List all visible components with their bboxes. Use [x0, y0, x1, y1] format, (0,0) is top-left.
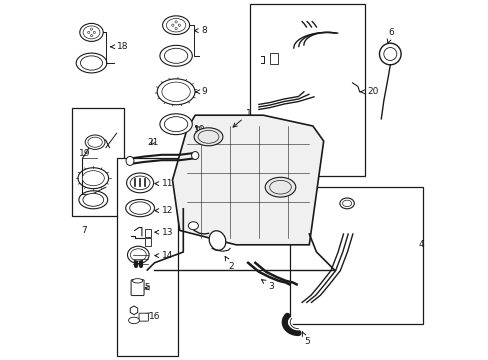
Ellipse shape	[339, 198, 354, 209]
Text: 18: 18	[110, 42, 128, 51]
Ellipse shape	[82, 171, 104, 186]
Ellipse shape	[191, 152, 199, 159]
Ellipse shape	[269, 180, 291, 194]
Ellipse shape	[130, 176, 150, 190]
Ellipse shape	[76, 53, 106, 73]
Text: 12: 12	[155, 206, 173, 215]
FancyBboxPatch shape	[131, 280, 144, 296]
Ellipse shape	[88, 137, 102, 147]
Ellipse shape	[127, 246, 149, 264]
Bar	[72, 108, 123, 216]
Bar	[144, 238, 151, 246]
Ellipse shape	[126, 173, 153, 193]
Ellipse shape	[342, 200, 351, 207]
Ellipse shape	[163, 16, 189, 35]
Ellipse shape	[126, 156, 134, 166]
Text: 4: 4	[417, 240, 423, 249]
Ellipse shape	[162, 82, 190, 102]
Ellipse shape	[188, 222, 198, 230]
Ellipse shape	[81, 56, 102, 70]
Text: 16: 16	[145, 312, 160, 321]
Ellipse shape	[79, 191, 107, 209]
Ellipse shape	[80, 23, 103, 41]
Bar	[144, 229, 151, 237]
Ellipse shape	[198, 130, 219, 143]
Text: 3: 3	[261, 280, 273, 291]
FancyBboxPatch shape	[139, 313, 148, 321]
Text: 10: 10	[194, 125, 205, 134]
Text: 19: 19	[79, 148, 90, 158]
Ellipse shape	[264, 177, 295, 197]
Ellipse shape	[128, 317, 139, 324]
Text: 11: 11	[155, 179, 173, 188]
Text: 8: 8	[194, 26, 206, 35]
Text: 20: 20	[360, 87, 378, 96]
Ellipse shape	[129, 202, 150, 214]
Text: 17: 17	[79, 177, 90, 186]
Ellipse shape	[160, 45, 192, 66]
Text: 1: 1	[233, 109, 251, 127]
Bar	[269, 53, 277, 64]
Ellipse shape	[194, 128, 223, 146]
Ellipse shape	[166, 18, 185, 32]
Ellipse shape	[85, 135, 105, 149]
Text: 5: 5	[302, 332, 309, 346]
Text: 9: 9	[195, 87, 206, 96]
Ellipse shape	[160, 114, 192, 135]
Circle shape	[383, 48, 396, 60]
Polygon shape	[172, 115, 323, 245]
Ellipse shape	[83, 26, 100, 39]
Ellipse shape	[157, 79, 195, 105]
Circle shape	[379, 43, 400, 65]
Text: 2: 2	[224, 256, 233, 271]
Ellipse shape	[130, 249, 146, 261]
Ellipse shape	[164, 48, 187, 63]
Text: 21: 21	[147, 138, 158, 147]
Ellipse shape	[78, 168, 108, 189]
Ellipse shape	[164, 117, 187, 132]
Text: 7: 7	[81, 226, 87, 235]
Text: 15: 15	[140, 284, 151, 292]
Text: 6: 6	[386, 28, 393, 43]
Polygon shape	[130, 306, 138, 315]
Bar	[289, 187, 422, 324]
Text: 13: 13	[155, 228, 173, 237]
Text: 14: 14	[155, 251, 173, 260]
Ellipse shape	[83, 193, 103, 206]
Ellipse shape	[125, 199, 154, 217]
Bar	[249, 4, 365, 176]
Ellipse shape	[132, 279, 142, 283]
Bar	[117, 158, 178, 356]
Ellipse shape	[209, 231, 225, 250]
